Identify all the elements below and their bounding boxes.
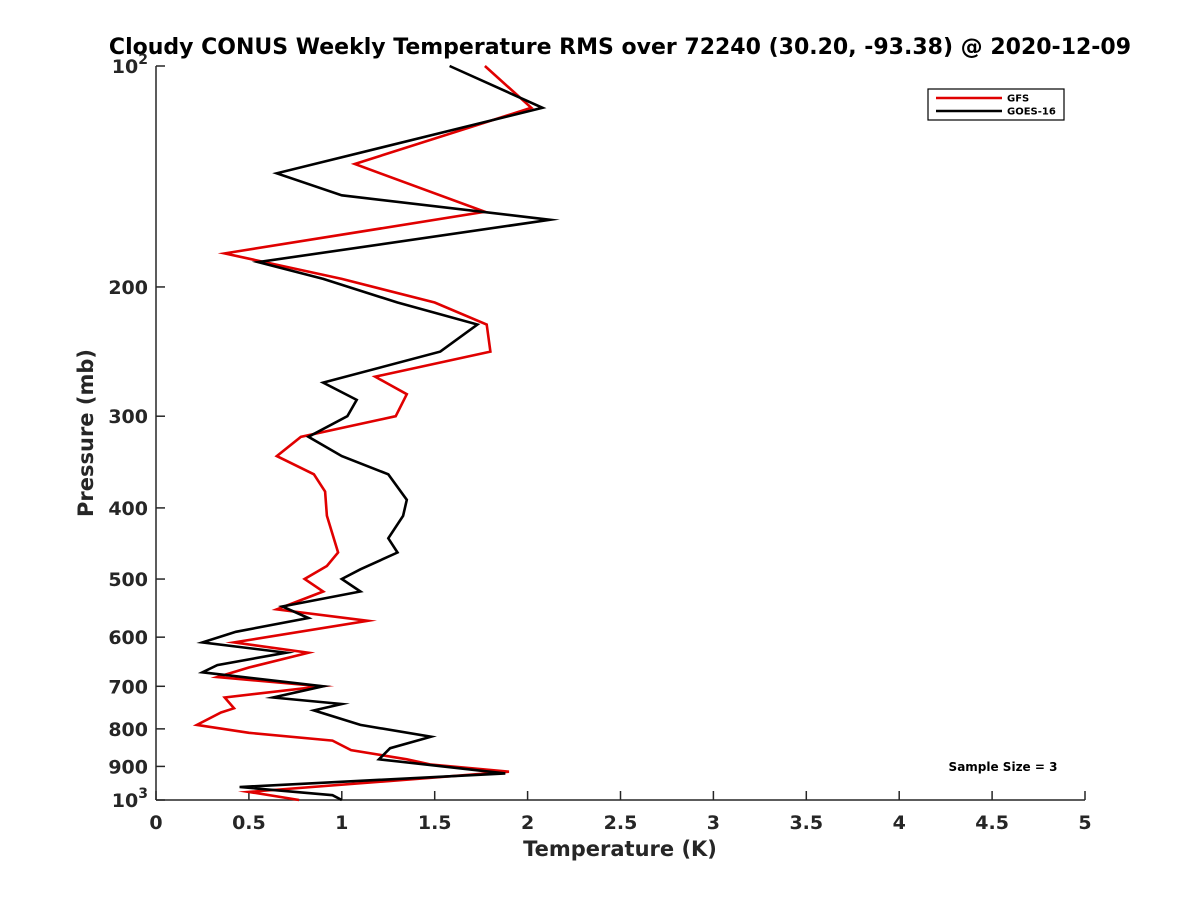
series-lines [192, 64, 560, 802]
x-tick-label: 5 [1078, 812, 1091, 834]
x-tick-label: 1.5 [418, 812, 452, 834]
y-tick-label: 300 [108, 406, 148, 428]
series-line-gfs [192, 65, 534, 802]
series-line-goes-16 [196, 64, 560, 802]
x-tick-label: 2.5 [604, 812, 638, 834]
x-tick-label: 1 [335, 812, 348, 834]
x-tick-label: 2 [521, 812, 534, 834]
y-axis-ticks: 102 200 300 400 500 600 700 800 900 103 [108, 52, 165, 812]
x-tick-label: 0.5 [232, 812, 266, 834]
y-tick-label: 700 [108, 676, 148, 698]
y-tick-label: 103 [112, 786, 148, 812]
legend-label: GOES-16 [1007, 107, 1056, 118]
y-tick-label: 102 [112, 52, 148, 78]
x-axis-ticks: 0 0.5 1 1.5 2 2.5 3 3.5 4 4.5 5 [149, 791, 1092, 834]
x-tick-label: 3 [707, 812, 720, 834]
y-tick-label: 900 [108, 756, 148, 778]
y-tick-label: 200 [108, 277, 148, 299]
y-tick-label: 400 [108, 498, 148, 520]
chart-title: Cloudy CONUS Weekly Temperature RMS over… [109, 35, 1131, 60]
legend-box [927, 88, 1065, 121]
y-axis-label: Pressure (mb) [74, 349, 98, 517]
legend-label: GFS [1007, 94, 1029, 105]
y-tick-label: 500 [108, 569, 148, 591]
x-tick-label: 4.5 [975, 812, 1009, 834]
legend: GFS GOES-16 [927, 88, 1065, 121]
x-axis-label: Temperature (K) [523, 837, 717, 861]
x-tick-label: 0 [149, 812, 162, 834]
x-tick-label: 3.5 [789, 812, 823, 834]
sample-size-annotation: Sample Size = 3 [949, 760, 1058, 774]
y-tick-label: 600 [108, 627, 148, 649]
y-tick-label: 800 [108, 719, 148, 741]
x-tick-label: 4 [893, 812, 906, 834]
